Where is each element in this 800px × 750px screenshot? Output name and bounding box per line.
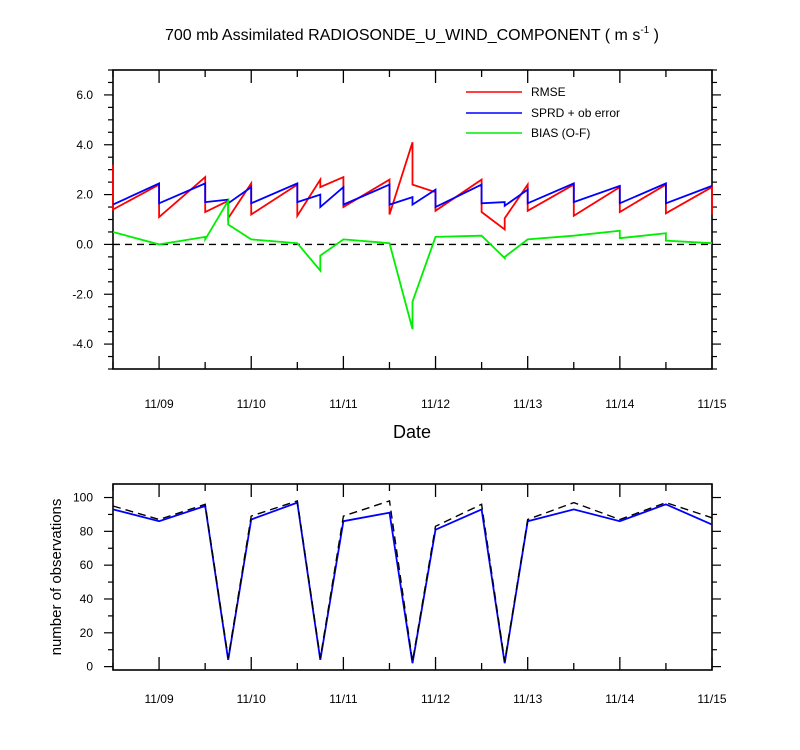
top-x-tick-label: 11/14: [605, 397, 634, 411]
chart-title: 700 mb Assimilated RADIOSONDE_U_WIND_COM…: [165, 25, 659, 44]
top-x-tick-label: 11/15: [697, 397, 726, 411]
bottom-y-tick-labels: 100 80 60 40 20 0: [73, 491, 93, 674]
top-x-tick-label: 11/11: [329, 397, 358, 411]
bottom-x-tick-label: 11/09: [145, 692, 174, 706]
bottom-x-tick-label: 11/14: [605, 692, 634, 706]
bottom-plot-frame: [112, 483, 713, 671]
legend-label-bias: BIAS (O-F): [531, 126, 590, 140]
bottom-y-axis-label: number of observations: [48, 499, 65, 656]
top-series-group: [112, 142, 713, 330]
top-y-tick-label: 4.0: [76, 138, 93, 152]
top-x-tick-label: 11/10: [237, 397, 266, 411]
bottom-x-tick-label: 11/10: [237, 692, 266, 706]
series-line-rmse: [112, 142, 713, 232]
top-y-tick-labels: 6.0 4.0 2.0 0.0 -2.0 -4.0: [72, 88, 93, 351]
bottom-axis-ticks: [104, 484, 721, 670]
series-line-bias-o-f: [112, 197, 713, 330]
bottom-y-tick-label: 80: [80, 524, 94, 538]
top-y-tick-label: 6.0: [76, 88, 93, 102]
top-x-tick-label: 11/09: [145, 397, 174, 411]
top-y-tick-label: -4.0: [72, 337, 93, 351]
bottom-series-group: [112, 499, 713, 664]
bottom-x-tick-label: 11/13: [513, 692, 542, 706]
top-y-tick-label: 0.0: [76, 237, 93, 251]
legend-label-rmse: RMSE: [531, 85, 566, 99]
series-line-observations-used: [112, 501, 713, 664]
bottom-x-tick-label: 11/11: [329, 692, 358, 706]
top-x-tick-label: 11/13: [513, 397, 542, 411]
bottom-y-tick-label: 60: [80, 558, 94, 572]
series-line-observations-possible: [112, 499, 713, 662]
legend: RMSE SPRD + ob error BIAS (O-F): [466, 85, 620, 140]
bottom-y-tick-label: 20: [80, 626, 94, 640]
bottom-x-tick-label: 11/12: [421, 692, 450, 706]
bottom-y-tick-label: 0: [86, 660, 93, 674]
bottom-y-tick-label: 100: [73, 491, 93, 505]
series-line-sprd-ob-error: [112, 181, 713, 209]
x-axis-label: Date: [393, 422, 431, 442]
legend-label-sprd: SPRD + ob error: [531, 106, 620, 120]
top-x-tick-label: 11/12: [421, 397, 450, 411]
bottom-x-tick-label: 11/15: [697, 692, 726, 706]
top-y-tick-label: 2.0: [76, 188, 93, 202]
bottom-x-tick-labels: 11/09 11/10 11/11 11/12 11/13 11/14 11/1…: [145, 692, 727, 706]
top-x-tick-labels: 11/09 11/10 11/11 11/12 11/13 11/14 11/1…: [145, 397, 727, 411]
top-axis-ticks: [104, 69, 721, 370]
bottom-y-tick-label: 40: [80, 592, 94, 606]
top-y-tick-label: -2.0: [72, 287, 93, 301]
